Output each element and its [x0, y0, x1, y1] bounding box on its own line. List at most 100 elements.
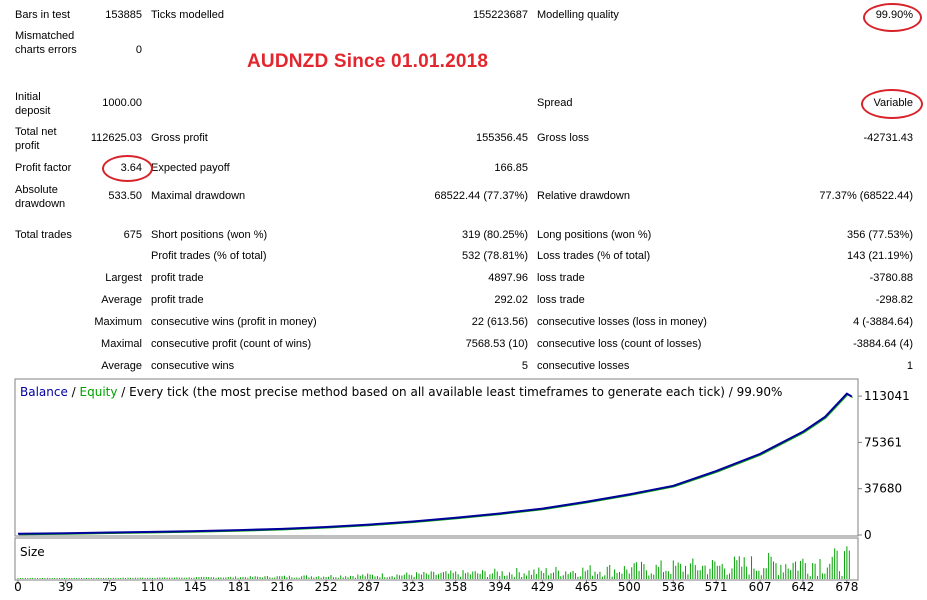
average-cons-label: Average [101, 360, 142, 372]
mismatched-errors-label: Mismatched charts errors [15, 30, 77, 56]
size-bars [17, 546, 850, 579]
average-profit-value: 292.02 [494, 294, 528, 306]
long-positions-value: 356 (77.53%) [846, 229, 913, 241]
modelling-quality-label: Modelling quality [537, 9, 619, 21]
total-trades-label: Total trades [15, 229, 72, 241]
maximal-cons-loss-value: -3884.64 (4) [853, 338, 913, 350]
gross-loss-label: Gross loss [537, 132, 589, 144]
x-tick-label: 678 [835, 580, 858, 594]
x-tick-label: 536 [662, 580, 685, 594]
mismatched-errors-value: 0 [135, 44, 142, 56]
legend-balance: Balance [20, 385, 68, 399]
short-positions-label: Short positions (won %) [151, 229, 268, 241]
gross-loss-value: -42731.43 [863, 132, 913, 144]
y-axis: 0 37680 75361 113041 [858, 389, 910, 542]
x-tick-label: 75 [102, 580, 117, 594]
absolute-drawdown-value: 533.50 [108, 190, 142, 202]
highlight-circle-spread [861, 89, 923, 119]
maximal-drawdown-value: 68522.44 (77.37%) [434, 190, 528, 202]
maximum-label: Maximum [94, 316, 142, 328]
x-tick-label: 0 [14, 580, 22, 594]
balance-chart: Balance / Equity / Every tick (the most … [14, 378, 910, 594]
max-cons-wins-label: consecutive wins (profit in money) [151, 316, 317, 328]
relative-drawdown-value: 77.37% (68522.44) [819, 190, 913, 202]
largest-label: Largest [105, 272, 142, 284]
profit-trades-label: Profit trades (% of total) [151, 250, 267, 262]
long-positions-label: Long positions (won %) [537, 229, 652, 241]
short-positions-value: 319 (80.25%) [461, 229, 528, 241]
profit-trades-value: 532 (78.81%) [461, 250, 528, 262]
x-tick-label: 642 [791, 580, 814, 594]
maximal-cons-loss-label: consecutive loss (count of losses) [537, 338, 702, 350]
initial-deposit-label: Initial deposit [15, 91, 51, 117]
largest-loss-value: -3780.88 [869, 272, 913, 284]
bars-in-test-value: 153885 [105, 9, 142, 21]
highlight-circle-modelling-quality [863, 3, 922, 32]
spread-label: Spread [537, 97, 573, 109]
y-tick-label: 37680 [864, 482, 902, 496]
highlight-circle-profit-factor [102, 155, 153, 182]
maximal-drawdown-label: Maximal drawdown [151, 190, 246, 202]
max-cons-wins-value: 22 (613.56) [471, 316, 528, 328]
maximal-cons-profit-label: consecutive profit (count of wins) [151, 338, 312, 350]
max-cons-losses-value: 4 (-3884.64) [853, 316, 913, 328]
x-tick-label: 181 [228, 580, 251, 594]
bars-in-test-label: Bars in test [15, 9, 71, 21]
absolute-drawdown-label: Absolute drawdown [15, 184, 66, 210]
chart-header: Balance / Equity / Every tick (the most … [20, 385, 782, 399]
profit-factor-label: Profit factor [15, 162, 72, 174]
x-tick-label: 323 [401, 580, 424, 594]
legend-separator: / [68, 385, 80, 399]
x-tick-label: 39 [58, 580, 73, 594]
y-tick-label: 113041 [864, 389, 910, 403]
avg-cons-wins-label: consecutive wins [151, 360, 235, 372]
avg-cons-wins-value: 5 [521, 360, 528, 372]
largest-loss-label: loss trade [537, 272, 585, 284]
largest-profit-value: 4897.96 [488, 272, 528, 284]
loss-trades-value: 143 (21.19%) [846, 250, 913, 262]
average-label: Average [101, 294, 142, 306]
largest-profit-label: profit trade [151, 272, 204, 284]
legend-equity: Equity [80, 385, 118, 399]
balance-line [17, 392, 853, 535]
expected-payoff-label: Expected payoff [151, 162, 230, 174]
balance-chart-frame [14, 378, 859, 537]
max-cons-losses-label: consecutive losses (loss in money) [537, 316, 707, 328]
maximal-label: Maximal [101, 338, 142, 350]
y-tick-label: 0 [864, 528, 872, 542]
average-loss-label: loss trade [537, 294, 585, 306]
equity-line [18, 394, 854, 536]
relative-drawdown-label: Relative drawdown [537, 190, 630, 202]
x-axis: 0 39 75 110 145 181 216 252 287 323 358 394 429 465 50… [14, 580, 858, 594]
chart-header-description: / Every tick (the most precise method ba… [117, 385, 782, 399]
x-tick-label: 429 [531, 580, 554, 594]
x-tick-label: 607 [749, 580, 772, 594]
total-trades-value: 675 [123, 229, 142, 241]
loss-trades-label: Loss trades (% of total) [537, 250, 651, 262]
total-net-profit-label: Total net profit [15, 126, 57, 152]
gross-profit-value: 155356.45 [476, 132, 528, 144]
initial-deposit-value: 1000.00 [102, 97, 142, 109]
x-tick-label: 571 [705, 580, 728, 594]
x-tick-label: 287 [357, 580, 380, 594]
x-tick-label: 358 [444, 580, 467, 594]
ticks-modelled-value: 155223687 [472, 9, 528, 21]
x-tick-label: 252 [315, 580, 338, 594]
average-profit-label: profit trade [151, 294, 204, 306]
maximal-cons-profit-value: 7568.53 (10) [465, 338, 528, 350]
x-tick-label: 394 [488, 580, 511, 594]
series-layer [17, 392, 854, 536]
x-tick-label: 500 [618, 580, 641, 594]
gross-profit-label: Gross profit [151, 132, 208, 144]
size-label: Size [20, 545, 45, 559]
average-loss-value: -298.82 [875, 294, 913, 306]
x-tick-label: 110 [141, 580, 164, 594]
x-tick-label: 216 [271, 580, 294, 594]
ticks-modelled-label: Ticks modelled [151, 9, 224, 21]
x-tick-label: 465 [575, 580, 598, 594]
avg-cons-losses-value: 1 [906, 360, 913, 372]
report-title-overlay: AUDNZD Since 01.01.2018 [247, 51, 489, 72]
y-tick-label: 75361 [864, 435, 902, 449]
x-tick-label: 145 [184, 580, 207, 594]
total-net-profit-value: 112625.03 [90, 132, 142, 144]
